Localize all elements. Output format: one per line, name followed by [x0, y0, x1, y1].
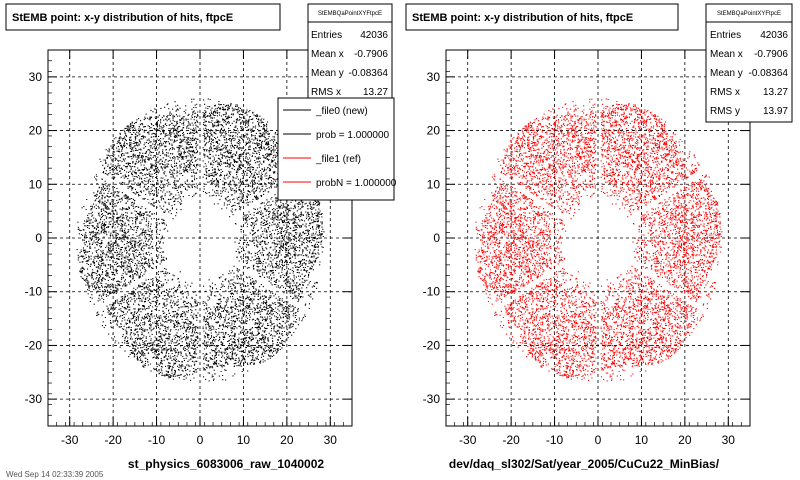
legend-entry-file1: _file1 (ref) [315, 154, 361, 165]
footer-timestamp: Wed Sep 14 02:33:39 2005 [6, 470, 104, 479]
left-stats-label-mean-x: Mean x [311, 49, 344, 60]
y-tick-label: 0 [35, 231, 42, 245]
x-tick-label: -10 [546, 433, 564, 447]
right-stats-value-rms-y: 13.97 [763, 106, 788, 117]
x-tick-label: 30 [324, 433, 338, 447]
left-y-tick-labels: -30 -20 -10 0 10 20 30 [25, 70, 43, 406]
right-stats-value-rms-x: 13.27 [763, 87, 788, 98]
y-tick-label: 0 [433, 231, 440, 245]
legend-box: _file0 (new) prob = 1.000000 _file1 (ref… [277, 97, 397, 201]
y-tick-label: 30 [427, 70, 441, 84]
right-title-box [405, 3, 679, 31]
x-tick-label: -30 [61, 433, 79, 447]
right-ticks [445, 49, 751, 427]
y-tick-label: 10 [427, 177, 441, 191]
left-hit-points [76, 98, 325, 382]
right-stats-value-mean-y: -0.08364 [749, 68, 789, 79]
y-tick-label: -30 [25, 392, 43, 406]
left-stats-box: StEMBQaPointXYFtpcE Entries 42036 Mean x… [307, 3, 393, 105]
right-panel: -30 -20 -10 0 10 20 30 -30 -20 -10 0 10 20 30 StEMB … [405, 3, 793, 471]
left-chart-title: StEMB point: x-y distribution of hits, f… [12, 12, 233, 24]
x-tick-label: 20 [280, 433, 294, 447]
left-stats-name: StEMBQaPointXYFtpcE [318, 11, 382, 17]
right-stats-value-mean-x: -0.7906 [754, 49, 788, 60]
x-tick-label: 0 [197, 433, 204, 447]
hit-marks [474, 98, 723, 382]
left-stats-value-mean-y: -0.08364 [349, 68, 389, 79]
right-stats-box: StEMBQaPointXYFtpcE Entries 42036 Mean x… [705, 3, 793, 123]
y-tick-label: -20 [25, 338, 43, 352]
legend-entry-probn: probN = 1.000000 [316, 178, 397, 189]
left-title-box [5, 3, 281, 31]
x-tick-label: 30 [722, 433, 736, 447]
right-stats-value-entries: 42036 [760, 30, 788, 41]
right-stats-label-mean-y: Mean y [710, 68, 743, 79]
left-grid [48, 50, 352, 426]
y-tick-label: 10 [29, 177, 43, 191]
right-y-tick-labels: -30 -20 -10 0 10 20 30 [423, 70, 441, 406]
x-tick-label: -30 [459, 433, 477, 447]
x-tick-label: -10 [148, 433, 166, 447]
left-x-axis-label: st_physics_6083006_raw_1040002 [128, 457, 324, 471]
right-stats-label-rms-x: RMS x [710, 87, 740, 98]
right-stats-label-mean-x: Mean x [710, 49, 743, 60]
x-tick-label: 10 [237, 433, 251, 447]
left-stats-value-entries: 42036 [360, 30, 388, 41]
x-tick-label: 10 [635, 433, 649, 447]
right-stats-name: StEMBQaPointXYFtpcE [717, 11, 781, 17]
legend-entry-prob: prob = 1.000000 [316, 130, 390, 141]
left-panel: -30 -20 -10 0 10 20 30 -30 -20 -10 0 10 20 30 StEMB … [5, 3, 397, 479]
left-stats-label-rms-x: RMS x [311, 87, 341, 98]
left-stats-label-mean-y: Mean y [311, 68, 344, 79]
right-stats-label-entries: Entries [710, 30, 741, 41]
y-tick-label: -10 [423, 285, 441, 299]
y-tick-label: -30 [423, 392, 441, 406]
x-tick-label: 20 [678, 433, 692, 447]
x-tick-label: 0 [595, 433, 602, 447]
y-tick-label: -10 [25, 285, 43, 299]
right-x-tick-labels: -30 -20 -10 0 10 20 30 [459, 433, 735, 447]
legend-entry-file0: _file0 (new) [315, 106, 368, 117]
left-stats-value-mean-x: -0.7906 [354, 49, 388, 60]
x-tick-label: -20 [502, 433, 520, 447]
right-chart-title: StEMB point: x-y distribution of hits, f… [412, 12, 633, 24]
right-x-axis-label: dev/daq_sl302/Sat/year_2005/CuCu22_MinBi… [449, 457, 720, 471]
y-tick-label: 20 [29, 124, 43, 138]
y-tick-label: 30 [29, 70, 43, 84]
left-stats-value-rms-x: 13.27 [363, 87, 388, 98]
left-stats-label-entries: Entries [311, 30, 342, 41]
y-tick-label: 20 [427, 124, 441, 138]
hit-marks [76, 98, 325, 382]
right-hit-points [474, 98, 723, 382]
left-x-tick-labels: -30 -20 -10 0 10 20 30 [61, 433, 337, 447]
x-tick-label: -20 [104, 433, 122, 447]
y-tick-label: -20 [423, 338, 441, 352]
right-stats-label-rms-y: RMS y [710, 106, 740, 117]
